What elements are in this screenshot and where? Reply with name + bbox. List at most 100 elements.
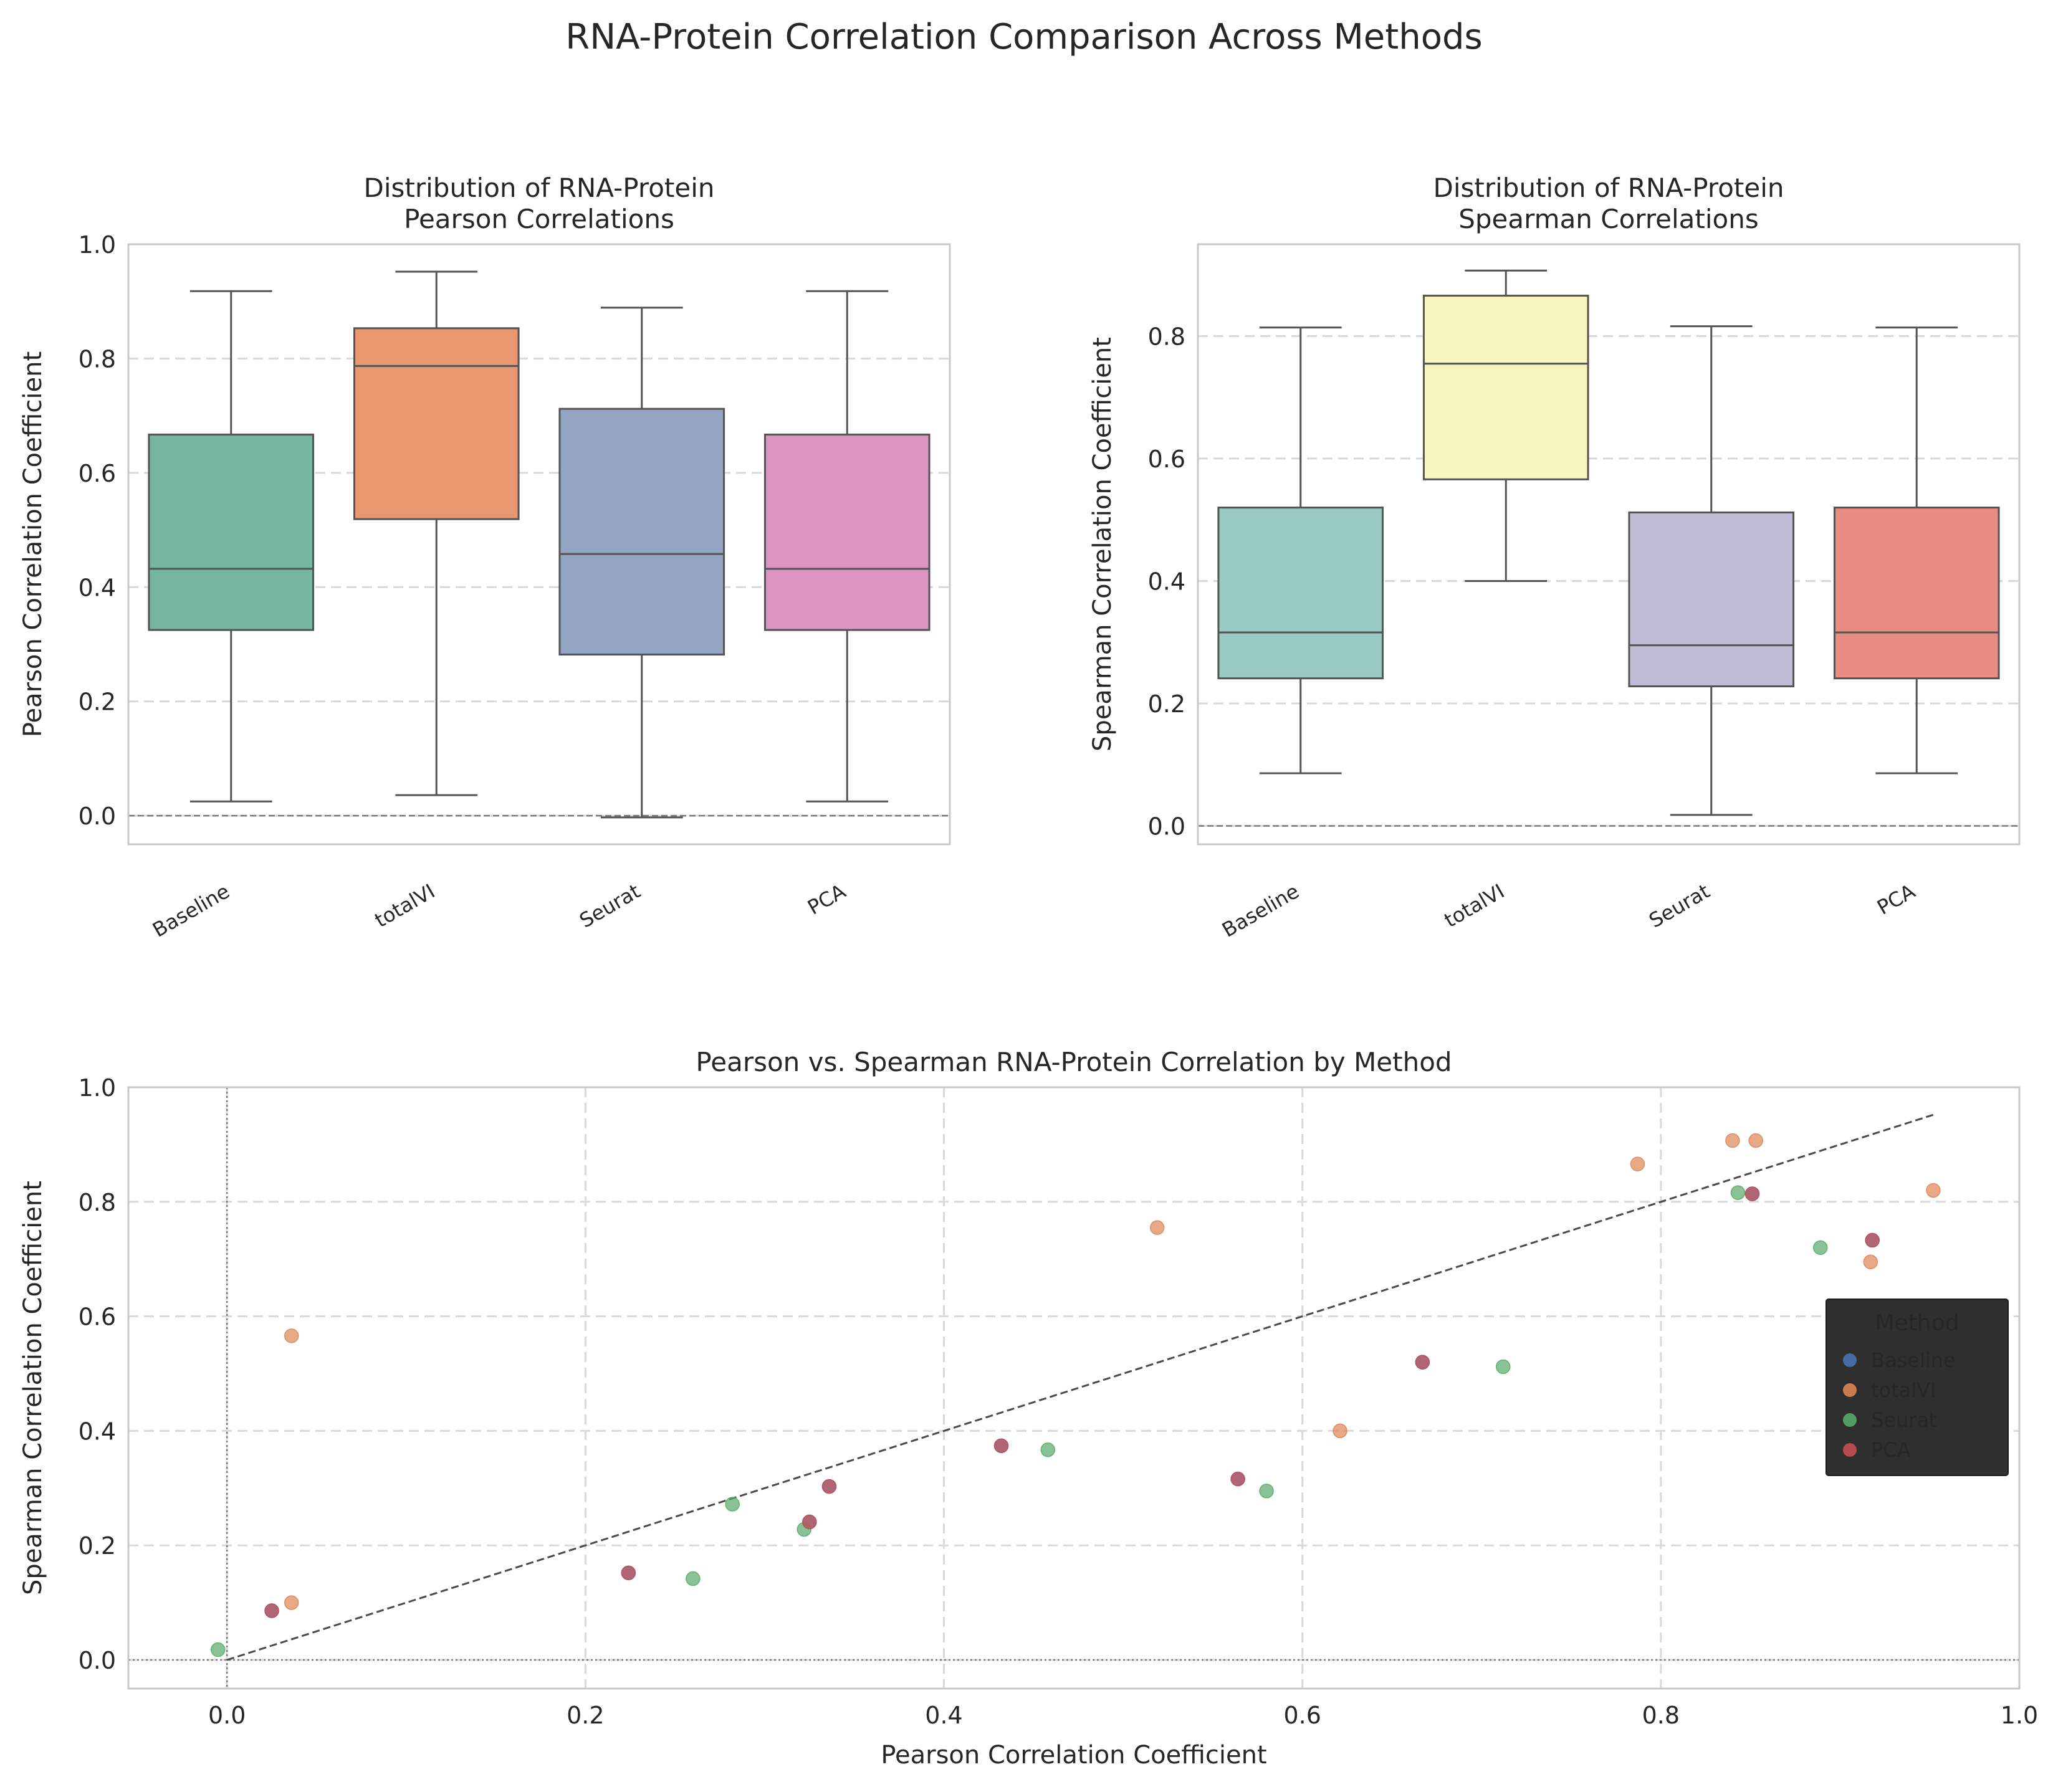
data-point [284,1595,299,1610]
y-tick-label: 0.2 [1148,690,1185,718]
x-tick-label: 0.2 [567,1702,604,1729]
x-axis-label: Pearson Correlation Coefficient [881,1741,1266,1770]
data-point [1259,1484,1274,1499]
plot-frame [127,243,951,846]
x-tick-label: PCA [803,879,849,920]
data-point [725,1497,740,1512]
series-baseline [264,1186,1880,1618]
box-baseline [1217,326,1384,774]
y-tick-label: 0.0 [79,803,116,830]
panel-title: Spearman Correlations [1458,204,1759,234]
y-tick-label: 0.8 [1148,323,1185,350]
y-tick-label: 0.2 [79,689,116,716]
panel-title: Pearson Correlations [404,204,674,234]
y-tick-label: 0.4 [79,574,116,601]
x-tick-label: 1.0 [2001,1702,2038,1729]
box-seurat [558,307,725,819]
data-point [1725,1133,1740,1148]
x-tick-label: totalVI [1440,879,1508,932]
y-tick-label: 0.4 [1148,568,1185,595]
data-point [621,1565,636,1581]
box-iqr [1628,511,1795,687]
box-iqr [1833,507,2000,680]
data-point [802,1514,817,1530]
data-point [1865,1232,1880,1248]
y-axis-label: Pearson Correlation Coefficient [19,351,47,737]
y-tick-label: 0.6 [79,460,116,487]
y-tick-label: 0.0 [79,1647,116,1674]
data-point [821,1479,837,1494]
series-seurat [211,1185,1828,1657]
data-point [1415,1355,1430,1370]
data-point [1730,1185,1746,1200]
spearman-box-panel: 0.0 0.2 0.4 0.6 0.8 Baseline totalVI Seurat PCA D… [1088,173,2021,942]
box-pca [763,290,931,803]
box-iqr [353,327,520,520]
y-tick-label: 0.8 [79,345,116,373]
data-point [1926,1183,1941,1198]
data-point [686,1571,701,1586]
data-point [284,1328,299,1343]
legend-entry-label: Seurat [1871,1408,1937,1432]
data-point [1748,1133,1764,1148]
y-tick-label: 0.6 [1148,446,1185,473]
box-iqr [558,407,725,656]
panel-title: Distribution of RNA-Protein [1433,173,1784,203]
y-tick-label: 0.8 [79,1189,116,1216]
plot-frame [127,1086,2021,1690]
data-point [211,1642,226,1657]
data-point [993,1438,1009,1454]
box-iqr [1422,295,1589,480]
box-pca [1833,326,2000,774]
x-tick-label: Seurat [1645,879,1713,933]
legend-box [1825,1299,2009,1476]
legend-marker [1843,1413,1857,1427]
box-seurat [1628,325,1795,816]
legend-marker [1843,1443,1857,1457]
x-tick-label: 0.6 [1283,1702,1321,1729]
box-totalvi [353,270,520,796]
y-tick-label: 0.4 [79,1418,116,1445]
box-baseline [148,290,315,803]
data-point [1333,1423,1347,1439]
box-iqr [763,433,931,631]
data-point [1630,1156,1645,1171]
legend-entry-label: Baseline [1871,1348,1956,1372]
y-tick-label: 0.6 [79,1303,116,1331]
plot-frame [1197,243,2021,846]
data-point [1744,1186,1760,1201]
data-point [1496,1359,1511,1375]
data-point [1863,1254,1878,1270]
y-tick-label: 1.0 [79,1074,116,1102]
y-axis-label: Spearman Correlation Coefficient [19,1181,47,1595]
box-iqr [148,433,315,631]
panel-title: Distribution of RNA-Protein [363,173,714,203]
series-totalvi [284,1133,1941,1610]
legend: Method Baseline totalVI Seurat PCA [1825,1299,2009,1476]
x-tick-label: totalVI [371,879,439,932]
x-tick-label: 0.4 [925,1702,962,1729]
legend-marker [1843,1353,1857,1367]
legend-entry-label: totalVI [1871,1378,1936,1402]
box-iqr [1217,507,1384,680]
y-tick-label: 0.2 [79,1532,116,1560]
x-tick-label: Seurat [575,879,644,933]
data-point [1230,1471,1245,1487]
y-tick-label: 0.0 [1148,813,1185,841]
x-tick-label: 0.0 [208,1702,246,1729]
y-tick-label: 1.0 [79,231,116,259]
box-totalvi [1422,269,1589,582]
scatter-panel: 0.0 0.2 0.4 0.6 0.8 1.0 0.0 0.2 0.4 0.6 0.8 1.0 Pear… [19,1047,2038,1770]
x-tick-label: PCA [1873,879,1919,920]
pearson-box-panel: 0.0 0.2 0.4 0.6 0.8 1.0 Baseline totalVI Seurat P… [19,173,951,942]
series-pca [264,1186,1880,1618]
figure-suptitle: RNA-Protein Correlation Comparison Acros… [565,17,1482,57]
x-tick-label: Baseline [148,879,233,942]
data-point [1149,1220,1165,1235]
legend-entry-label: PCA [1871,1438,1911,1462]
panel-title: Pearson vs. Spearman RNA-Protein Correla… [696,1047,1452,1077]
x-tick-label: 0.8 [1642,1702,1680,1729]
x-tick-label: Baseline [1218,879,1303,942]
y-axis-label: Spearman Correlation Coefficient [1088,337,1117,751]
